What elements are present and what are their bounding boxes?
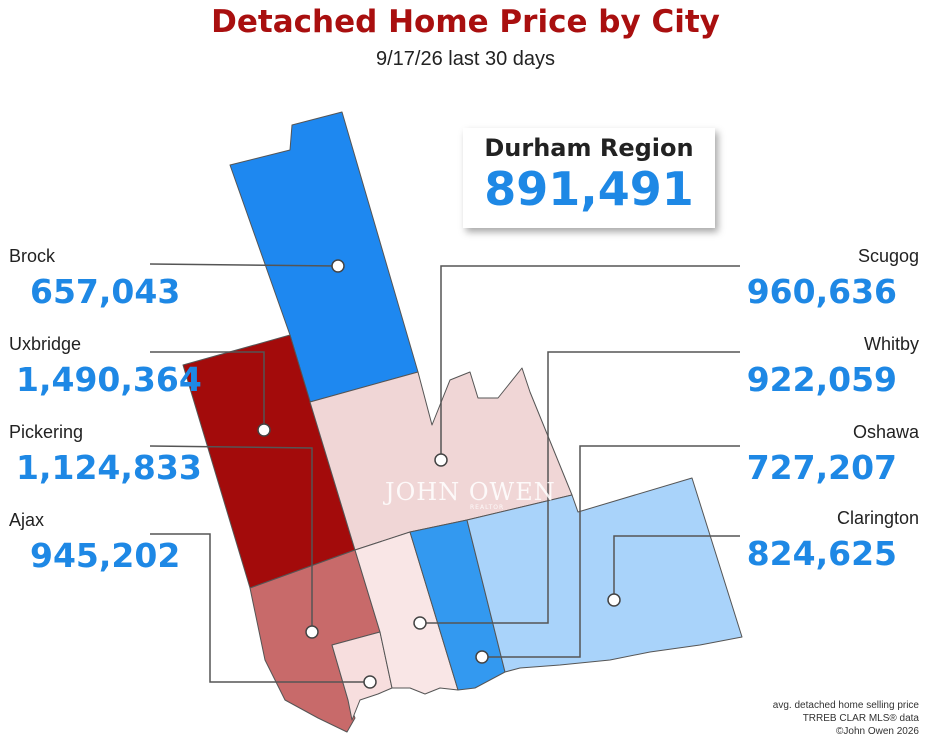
city-value-pickering: 1,124,833 xyxy=(16,448,202,487)
marker-oshawa[interactable] xyxy=(475,650,489,664)
city-label-clarington: Clarington xyxy=(836,508,919,528)
city-label-scugog: Scugog xyxy=(857,246,919,266)
leader-oshawa xyxy=(482,445,740,658)
city-value-whitby: 922,059 xyxy=(746,360,897,399)
leader-brock xyxy=(149,263,339,267)
leader-uxbridge xyxy=(150,351,265,430)
marker-whitby[interactable] xyxy=(413,616,427,630)
city-value-brock: 657,043 xyxy=(30,272,181,311)
marker-clarington[interactable] xyxy=(607,593,621,607)
city-label-oshawa: Oshawa xyxy=(852,422,919,442)
map-title: Detached Home Price by City xyxy=(211,4,720,40)
region-summary-card: Durham Region 891,491 xyxy=(463,128,715,228)
footnote-line-2: TRREB CLAR MLS® data xyxy=(802,713,919,724)
city-value-clarington: 824,625 xyxy=(746,534,897,573)
marker-uxbridge[interactable] xyxy=(257,423,271,437)
city-value-ajax: 945,202 xyxy=(30,536,181,575)
city-label-whitby: Whitby xyxy=(863,334,919,354)
city-value-uxbridge: 1,490,364 xyxy=(16,360,202,399)
footnote-line-1: avg. detached home selling price xyxy=(772,700,919,711)
leader-clarington xyxy=(613,535,740,600)
marker-pickering[interactable] xyxy=(305,625,319,639)
leader-pickering xyxy=(149,445,313,632)
city-label-ajax: Ajax xyxy=(9,510,45,530)
city-value-scugog: 960,636 xyxy=(746,272,897,311)
watermark-logo: JOHN OWEN xyxy=(385,478,556,506)
marker-scugog[interactable] xyxy=(434,453,448,467)
marker-ajax[interactable] xyxy=(363,675,377,689)
leader-whitby xyxy=(420,351,740,624)
city-label-brock: Brock xyxy=(9,246,56,266)
marker-brock[interactable] xyxy=(331,259,345,273)
region-summary-name: Durham Region xyxy=(484,134,694,162)
leader-scugog xyxy=(440,265,740,460)
city-label-pickering: Pickering xyxy=(9,422,84,442)
city-value-oshawa: 727,207 xyxy=(746,448,897,487)
city-label-uxbridge: Uxbridge xyxy=(9,334,82,354)
source-footnote: avg. detached home selling price TRREB C… xyxy=(773,699,919,738)
watermark-logo-sub: REALTOR xyxy=(470,504,505,511)
footnote-line-3: ©John Owen 2026 xyxy=(836,726,919,737)
leader-ajax xyxy=(150,533,370,683)
map-subtitle: 9/17/26 last 30 days xyxy=(375,48,555,70)
region-summary-value: 891,491 xyxy=(484,162,694,216)
